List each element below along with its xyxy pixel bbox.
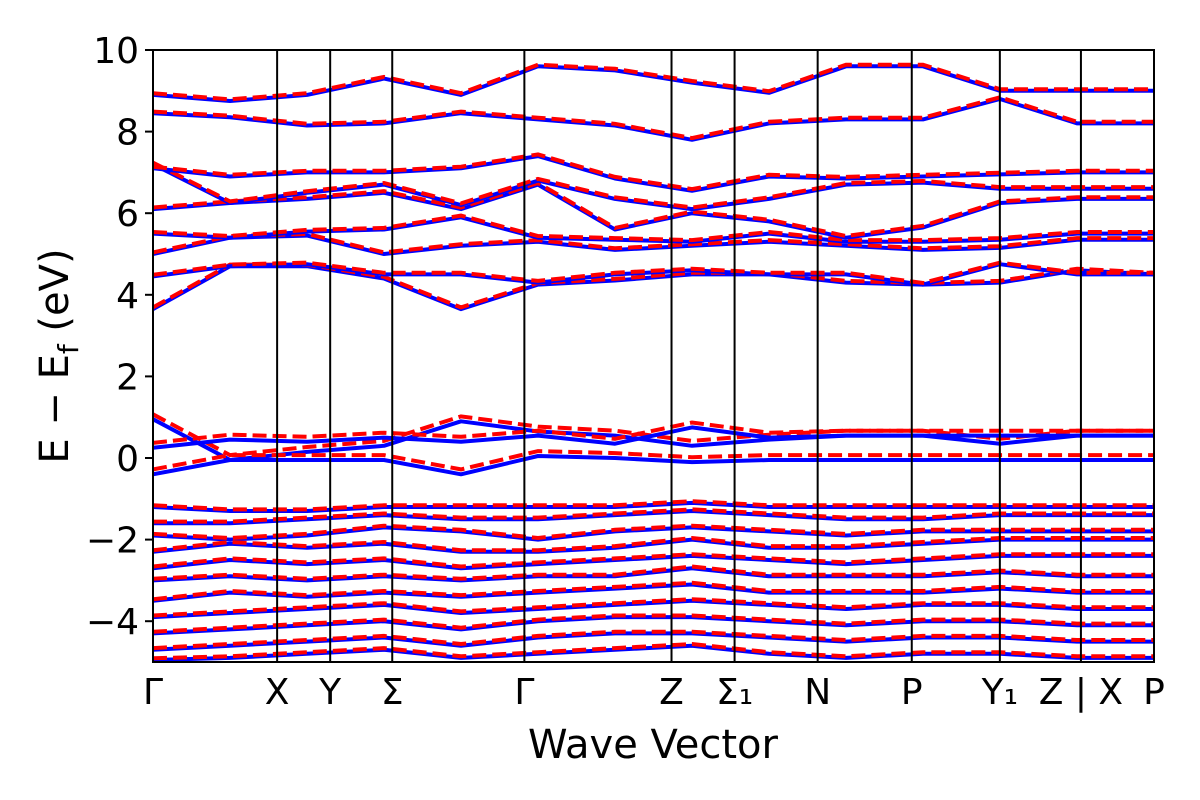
band-curve-solid bbox=[153, 425, 1154, 450]
band-curve-dashed bbox=[153, 62, 1154, 102]
y-tick-label: −4 bbox=[86, 602, 139, 643]
band-curve-dashed bbox=[153, 262, 1154, 310]
band-curve-dashed bbox=[153, 180, 1154, 239]
kpoint-label: P bbox=[901, 672, 923, 713]
band-curves bbox=[153, 62, 1154, 662]
band-curve-dashed bbox=[153, 552, 1154, 569]
kpoint-label: Z | X bbox=[1039, 672, 1123, 713]
kpoint-label: Σ₁ bbox=[716, 672, 753, 713]
band-curve-dashed bbox=[153, 231, 1154, 255]
high-symmetry-lines bbox=[276, 50, 1082, 662]
band-layer bbox=[153, 62, 1154, 662]
y-tick-label: 0 bbox=[116, 439, 139, 480]
band-curve-solid bbox=[153, 454, 1154, 477]
band-curve-dashed bbox=[153, 580, 1154, 602]
band-curve-dashed bbox=[153, 597, 1154, 618]
x-axis-label: Wave Vector bbox=[528, 722, 779, 768]
y-axis-ticks: −4 −2 0 2 4 6 8 10 bbox=[86, 31, 153, 643]
band-curve-dashed bbox=[153, 641, 1154, 661]
band-curve-dashed bbox=[153, 449, 1154, 472]
y-tick-label: 8 bbox=[116, 113, 139, 154]
kpoint-label: Σ bbox=[381, 672, 404, 713]
plot-frame bbox=[152, 49, 1155, 663]
band-curve-dashed bbox=[153, 420, 1154, 445]
y-axis-label: E − Ef (eV) bbox=[32, 248, 85, 463]
band-curve-dashed bbox=[153, 613, 1154, 634]
band-curve-dashed bbox=[153, 260, 1154, 286]
y-tick-label: 10 bbox=[93, 31, 139, 72]
band-curve-dashed bbox=[153, 564, 1154, 581]
band-curve-solid bbox=[153, 64, 1154, 103]
band-curve-solid bbox=[153, 97, 1154, 142]
x-axis-kpoint-labels: Γ X Y Σ Γ Z Σ₁ N P Y₁ Z | X P bbox=[143, 672, 1165, 713]
band-curve-solid bbox=[153, 417, 1154, 462]
kpoint-label: Z bbox=[659, 672, 684, 713]
kpoint-label: N bbox=[804, 672, 831, 713]
y-tick-label: 6 bbox=[116, 194, 139, 235]
band-curve-dashed bbox=[153, 499, 1154, 512]
band-curve-dashed bbox=[153, 152, 1154, 192]
band-curve-dashed bbox=[153, 95, 1154, 141]
band-curve-dashed bbox=[153, 523, 1154, 541]
y-tick-label: −2 bbox=[86, 521, 139, 562]
kpoint-label: X bbox=[265, 672, 290, 713]
band-curve-dashed bbox=[153, 213, 1154, 243]
band-curve-dashed bbox=[153, 507, 1154, 524]
kpoint-label: P bbox=[1143, 672, 1165, 713]
kpoint-label: Y₁ bbox=[981, 672, 1018, 713]
kpoint-label: Y bbox=[318, 672, 342, 713]
y-tick-label: 2 bbox=[116, 357, 139, 398]
y-tick-label: 4 bbox=[116, 276, 139, 317]
kpoint-label: Γ bbox=[514, 672, 534, 713]
band-curve-dashed bbox=[153, 535, 1154, 553]
band-curve-dashed bbox=[153, 629, 1154, 651]
kpoint-label: Γ bbox=[143, 672, 163, 713]
